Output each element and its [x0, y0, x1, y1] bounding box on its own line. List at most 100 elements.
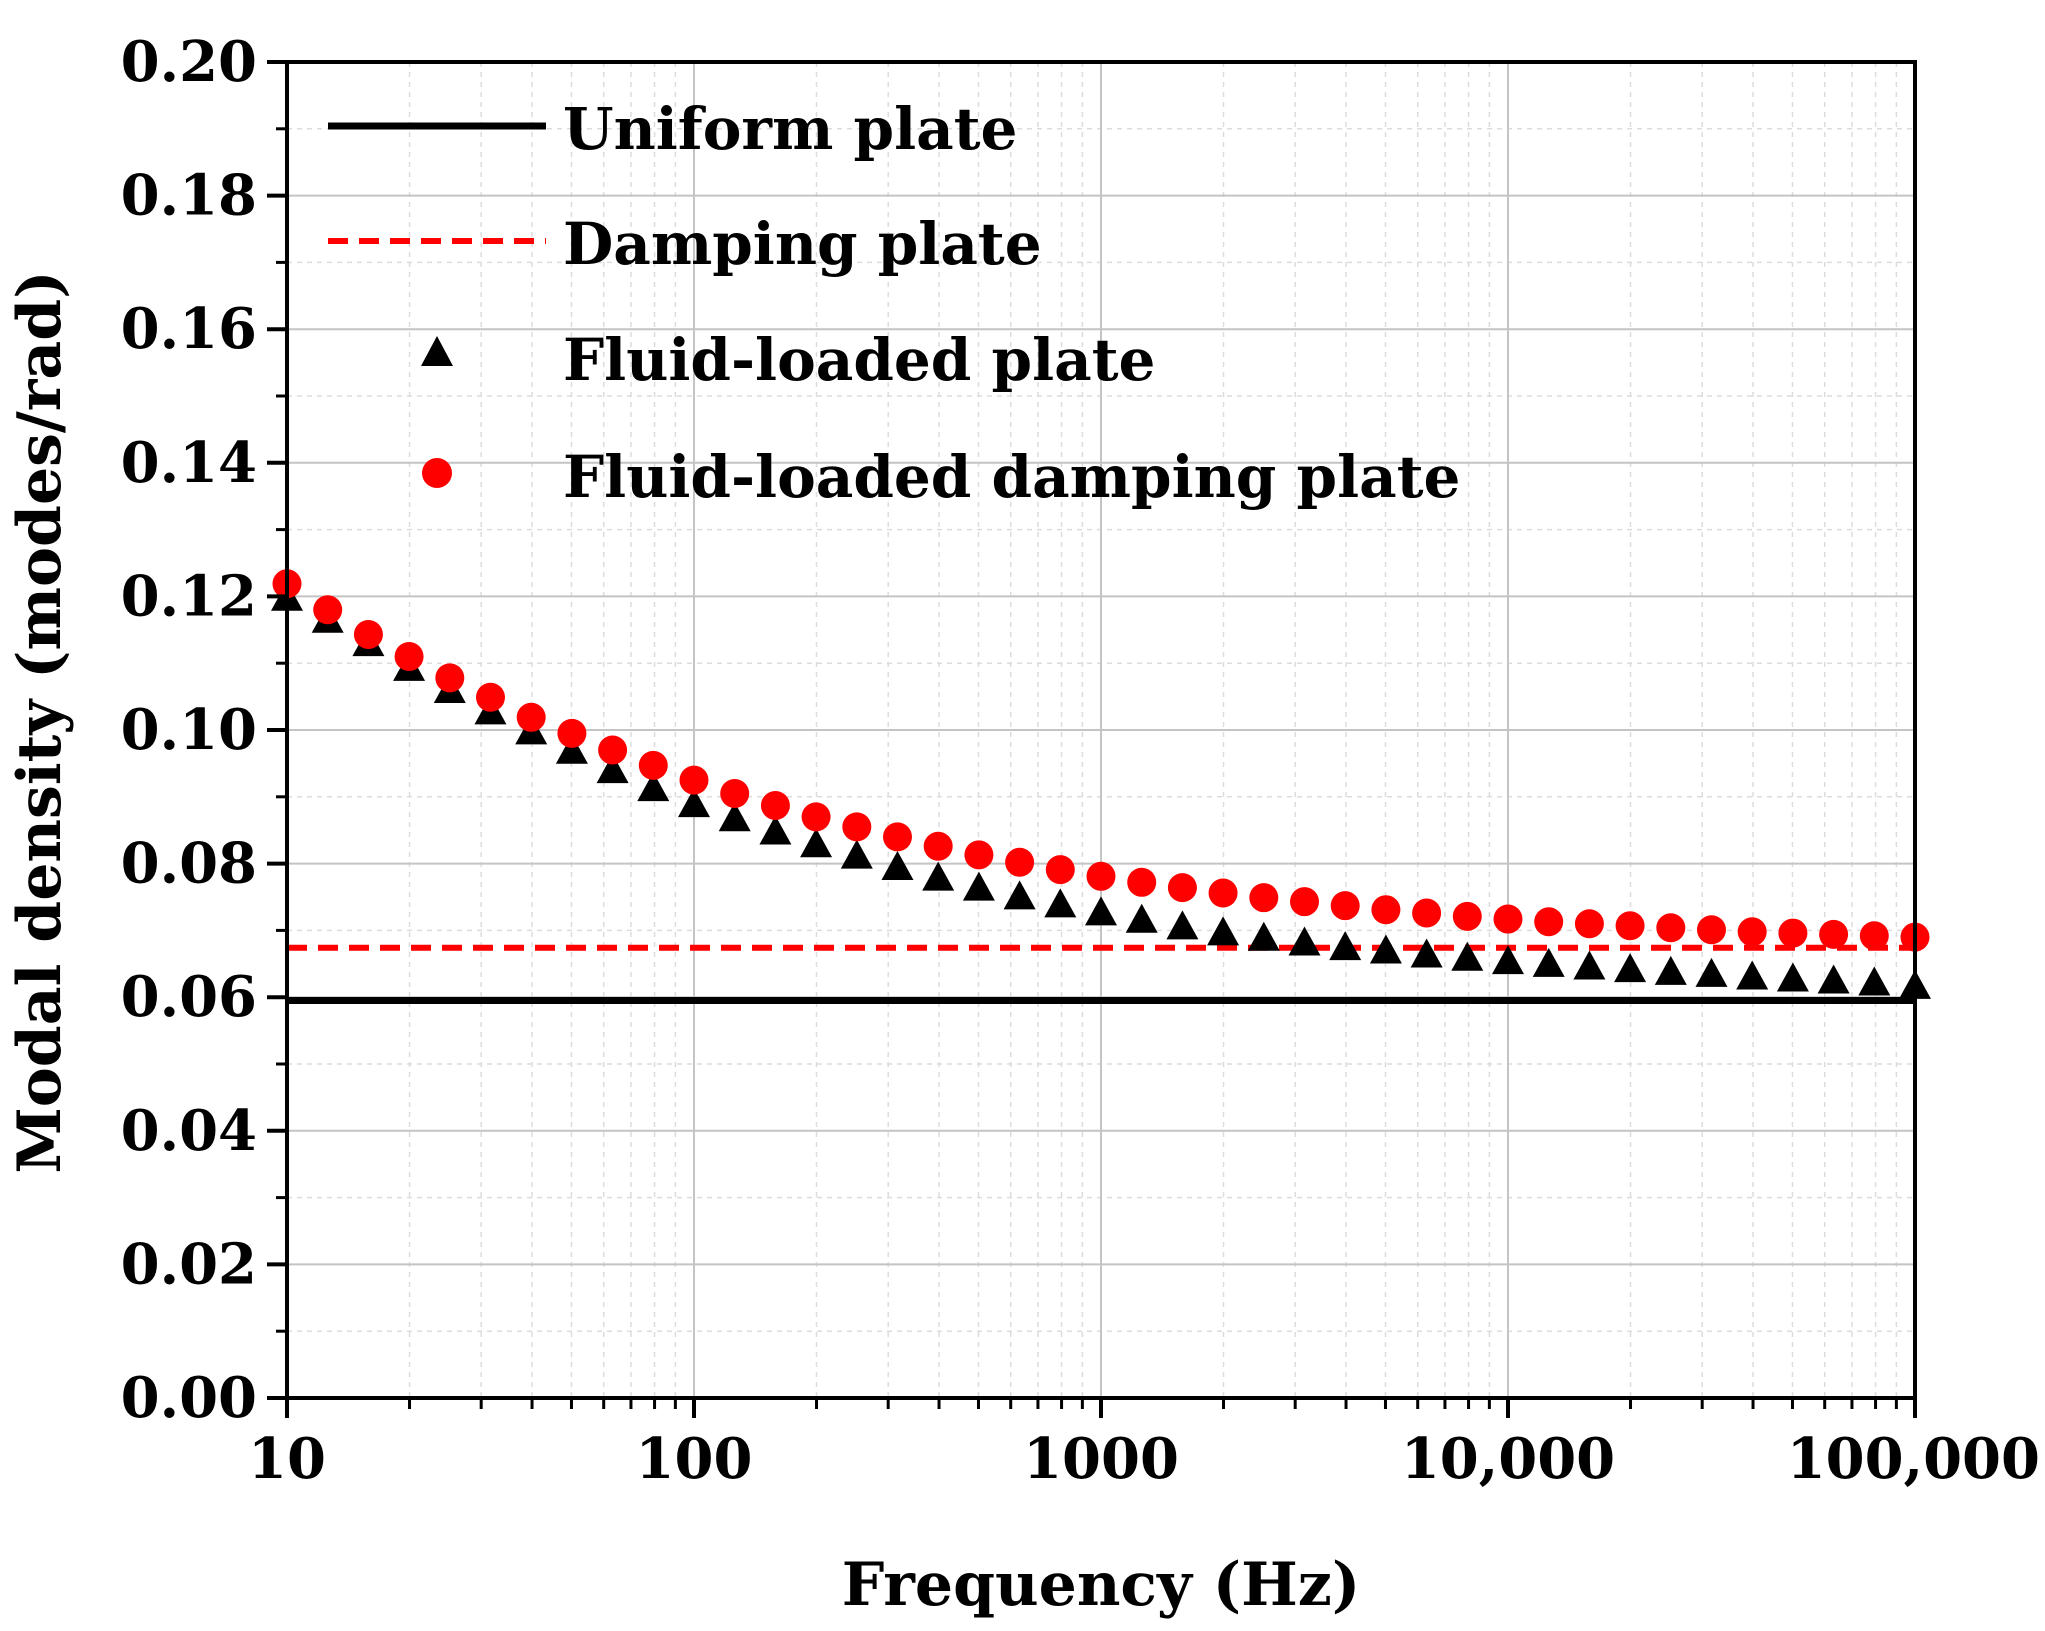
legend-label-fluid-loaded-plate: Fluid-loaded plate: [563, 326, 1155, 394]
x-tick-label: 100: [636, 1426, 753, 1492]
circle-point-fluid-loaded-damping-plate: [964, 840, 994, 870]
circle-point-fluid-loaded-damping-plate: [1005, 847, 1035, 877]
circle-point-fluid-loaded-damping-plate: [760, 790, 790, 820]
legend-item-fluid-loaded-plate: Fluid-loaded plate: [421, 326, 1155, 394]
circle-point-fluid-loaded-damping-plate: [1493, 904, 1523, 934]
circle-point-fluid-loaded-damping-plate: [679, 765, 709, 795]
circle-point-fluid-loaded-damping-plate: [1127, 867, 1157, 897]
axis-ticks: [267, 60, 1917, 1418]
triangle-point-fluid-loaded-plate: [1858, 966, 1891, 996]
legend-label-fluid-loaded-damping-plate: Fluid-loaded damping plate: [563, 443, 1460, 511]
triangle-point-fluid-loaded-plate: [1003, 880, 1036, 910]
triangle-point-fluid-loaded-plate: [1736, 960, 1769, 990]
circle-point-fluid-loaded-damping-plate: [475, 682, 505, 712]
legend-item-damping-plate: Damping plate: [328, 210, 1042, 278]
y-tick-label: 0.06: [121, 964, 257, 1030]
circle-point-fluid-loaded-damping-plate: [842, 812, 872, 842]
legend-label-uniform-plate: Uniform plate: [563, 95, 1017, 163]
y-tick-label: 0.02: [121, 1231, 257, 1297]
circle-point-fluid-loaded-damping-plate: [313, 595, 343, 625]
circle-point-fluid-loaded-damping-plate: [353, 619, 383, 649]
x-axis-title: Frequency (Hz): [842, 1550, 1361, 1620]
triangle-point-fluid-loaded-plate: [1410, 938, 1443, 968]
circle-point-fluid-loaded-damping-plate: [1330, 891, 1360, 921]
circle-point-fluid-loaded-damping-plate: [1045, 855, 1075, 885]
circle-point-fluid-loaded-damping-plate: [516, 702, 546, 732]
y-tick-label: 0.20: [121, 29, 257, 95]
legend-triangle-marker: [421, 336, 453, 366]
y-tick-label: 0.14: [121, 430, 257, 496]
triangle-point-fluid-loaded-plate: [1776, 962, 1809, 992]
circle-point-fluid-loaded-damping-plate: [394, 642, 424, 672]
grid: [286, 61, 1916, 1399]
circle-point-fluid-loaded-damping-plate: [1819, 919, 1849, 949]
y-tick-label: 0.00: [121, 1365, 257, 1431]
triangle-point-fluid-loaded-plate: [1492, 945, 1524, 975]
triangle-point-fluid-loaded-plate: [1695, 957, 1728, 987]
circle-point-fluid-loaded-damping-plate: [1412, 898, 1442, 928]
triangle-point-fluid-loaded-plate: [1532, 947, 1565, 977]
circle-point-fluid-loaded-damping-plate: [720, 778, 750, 808]
triangle-point-fluid-loaded-plate: [1329, 931, 1362, 961]
circle-point-fluid-loaded-damping-plate: [557, 718, 587, 748]
circle-point-fluid-loaded-damping-plate: [1737, 917, 1767, 947]
triangle-point-fluid-loaded-plate: [1044, 888, 1077, 918]
circle-point-fluid-loaded-damping-plate: [1656, 913, 1686, 943]
triangle-point-fluid-loaded-plate: [1369, 934, 1402, 964]
y-tick-label: 0.10: [121, 697, 257, 763]
legend-item-fluid-loaded-damping-plate: Fluid-loaded damping plate: [422, 443, 1460, 511]
triangle-point-fluid-loaded-plate: [1451, 941, 1484, 971]
triangle-point-fluid-loaded-plate: [922, 861, 955, 891]
triangle-point-fluid-loaded-plate: [800, 828, 833, 858]
y-tick-label: 0.12: [121, 563, 257, 629]
triangle-point-fluid-loaded-plate: [1573, 950, 1606, 980]
x-tick-label: 100,000: [1787, 1426, 2040, 1492]
reference-lines: [287, 944, 1915, 1005]
circle-point-fluid-loaded-damping-plate: [1859, 921, 1889, 951]
circle-point-fluid-loaded-damping-plate: [435, 663, 465, 693]
circle-point-fluid-loaded-damping-plate: [1208, 878, 1238, 908]
circle-point-fluid-loaded-damping-plate: [1452, 901, 1482, 931]
y-tick-label: 0.08: [121, 831, 257, 897]
circle-point-fluid-loaded-damping-plate: [1371, 895, 1401, 925]
circle-point-fluid-loaded-damping-plate: [923, 831, 953, 861]
y-axis-title: Modal density (modes/rad): [5, 270, 75, 1173]
triangle-point-fluid-loaded-plate: [718, 802, 751, 832]
legend-circle-marker: [422, 458, 452, 488]
circle-point-fluid-loaded-damping-plate: [1574, 909, 1604, 939]
triangle-point-fluid-loaded-plate: [1614, 953, 1647, 983]
circle-point-fluid-loaded-damping-plate: [882, 822, 912, 852]
triangle-point-fluid-loaded-plate: [1817, 964, 1850, 994]
circle-point-fluid-loaded-damping-plate: [638, 750, 668, 780]
triangle-point-fluid-loaded-plate: [881, 850, 914, 880]
tick-labels: 10 100 1000 10,000 100,000 0.00 0.02 0.04 0.06 0.…: [121, 29, 2040, 1492]
triangle-point-fluid-loaded-plate: [759, 815, 792, 845]
x-tick-label: 10: [248, 1426, 326, 1492]
triangle-point-fluid-loaded-plate: [840, 839, 873, 869]
triangle-point-fluid-loaded-plate: [637, 772, 670, 802]
triangle-point-fluid-loaded-plate: [1166, 910, 1199, 940]
circle-point-fluid-loaded-damping-plate: [801, 802, 831, 832]
legend-item-uniform-plate: Uniform plate: [328, 95, 1017, 163]
y-tick-label: 0.04: [121, 1098, 257, 1164]
triangle-point-fluid-loaded-plate: [1247, 921, 1280, 951]
triangle-point-fluid-loaded-plate: [555, 734, 588, 764]
triangle-point-fluid-loaded-plate: [596, 754, 629, 784]
legend-label-damping-plate: Damping plate: [563, 210, 1042, 278]
y-tick-label: 0.16: [121, 296, 257, 362]
triangle-point-fluid-loaded-plate: [962, 871, 995, 901]
circle-point-fluid-loaded-damping-plate: [1167, 873, 1197, 903]
y-tick-label: 0.18: [121, 163, 257, 229]
triangle-point-fluid-loaded-plate: [1207, 916, 1240, 946]
triangle-point-fluid-loaded-plate: [678, 788, 710, 818]
triangle-point-fluid-loaded-plate: [1125, 903, 1158, 933]
circle-point-fluid-loaded-damping-plate: [1778, 918, 1808, 948]
circle-point-fluid-loaded-damping-plate: [1534, 907, 1564, 937]
circle-point-fluid-loaded-damping-plate: [1615, 911, 1645, 941]
circle-point-fluid-loaded-damping-plate: [1696, 915, 1726, 945]
circle-point-fluid-loaded-damping-plate: [598, 735, 628, 765]
triangle-point-fluid-loaded-plate: [1288, 926, 1321, 956]
circle-point-fluid-loaded-damping-plate: [1086, 861, 1116, 891]
circle-point-fluid-loaded-damping-plate: [1289, 887, 1319, 917]
